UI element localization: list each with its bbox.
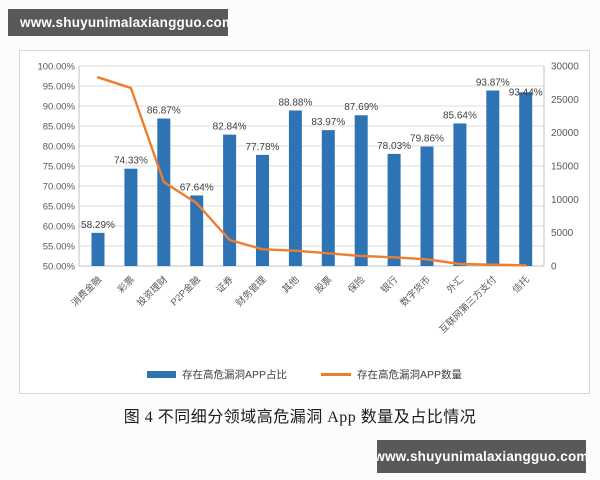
bar [91,232,105,266]
left-axis-tick-label: 70.00% [43,182,76,193]
left-axis-tick-label: 65.00% [43,202,76,213]
left-axis-tick-label: 50.00% [43,262,76,273]
bar [124,168,138,266]
bar-data-label: 77.78% [246,142,280,153]
combo-chart: 100.00% 95.00% 90.00% 85.00% 80.00% 75.00% 70.… [37,62,579,336]
right-axis-tick-label: 0 [551,262,557,273]
bar [321,130,335,266]
legend-item-bar-series: 存在高危漏洞APP占比 [146,367,287,382]
x-axis-category-label: 保险 [345,273,367,295]
legend-label-line-series: 存在高危漏洞APP数量 [357,369,463,381]
watermark-bottom: www.shuyunimalaxiangguo.com [374,440,589,473]
bar [354,115,368,267]
left-axis-tick-label: 95.00% [43,82,76,93]
bar [223,134,237,266]
y-axis-left-tick-labels: 100.00% 95.00% 90.00% 85.00% 80.00% 75.00% 70.… [37,62,75,273]
bar-data-label: 83.97% [311,117,345,128]
x-axis-category-label: 彩票 [116,274,138,296]
x-axis-category-label: 证券 [214,273,236,295]
bar [190,195,204,266]
bar-data-label: 88.88% [278,97,312,108]
right-axis-tick-label: 25000 [551,95,579,106]
bar-data-label: 87.69% [344,102,378,113]
watermark-top: www.shuyunimalaxiangguo.com [8,9,234,36]
bar-data-label: 85.64% [443,110,477,121]
right-axis-tick-label: 15000 [551,162,579,173]
bar [453,123,467,266]
x-axis-category-label: 财务管理 [233,273,269,309]
x-axis-category-label: 信托 [510,273,532,295]
x-axis-category-label: 互联网第三方支付 [437,273,500,336]
bar-data-label: 67.64% [180,182,214,193]
right-axis-tick-label: 30000 [551,62,579,73]
legend-label-bar-series: 存在高危漏洞APP占比 [181,369,287,381]
x-axis-category-label: 投资理财 [135,273,171,309]
right-axis-tick-label: 10000 [551,195,579,206]
x-axis-category-label: 数字货币 [398,274,433,309]
gridlines [79,65,544,247]
watermark-bottom-text: www.shuyunimalaxiangguo.com [374,449,589,464]
figure-caption: 图 4 不同细分领域高危漏洞 App 数量及占比情况 [123,409,477,426]
right-axis-tick-label: 20000 [551,128,579,139]
bar-series [91,90,533,267]
bar [486,90,500,266]
bar-data-label: 82.84% [213,122,247,133]
bar-data-label: 79.86% [410,134,444,145]
left-axis-tick-label: 75.00% [43,162,76,173]
x-axis-category-label: 消费金融 [69,273,105,309]
line-series-swatch-icon [321,373,351,376]
left-axis-tick-label: 85.00% [43,122,76,133]
bar-data-label: 93.87% [476,78,510,89]
bar-data-label: 74.33% [114,156,148,167]
bar [157,118,171,267]
bar-data-labels: 58.29% 74.33% 86.87% 67.64% 82.84% 77.78% 88.8… [81,78,543,231]
bar [420,146,434,266]
left-axis-tick-label: 100.00% [37,62,75,73]
bar-data-label: 78.03% [377,141,411,152]
bar [387,153,401,266]
bar [256,154,269,266]
x-axis-category-label: P2P金融 [168,273,203,308]
bar [288,110,302,266]
x-axis-category-label: 股票 [313,274,335,296]
legend-item-line-series: 存在高危漏洞APP数量 [321,367,462,382]
axis-lines [78,66,545,267]
bar-data-label: 93.44% [509,88,543,99]
left-axis-tick-label: 60.00% [43,222,76,233]
bar-data-label: 86.87% [147,106,181,117]
bar-data-label: 58.29% [81,220,115,231]
left-axis-tick-label: 90.00% [43,102,76,113]
right-axis-tick-label: 5000 [551,228,574,239]
watermark-top-text: www.shuyunimalaxiangguo.com [20,15,235,30]
x-axis-category-label: 银行 [378,273,400,295]
y-axis-right-tick-labels: 30000 25000 20000 15000 10000 5000 0 [551,62,579,273]
chart-figure: 100.00% 95.00% 90.00% 85.00% 80.00% 75.00% 70.… [19,50,590,394]
left-axis-tick-label: 80.00% [43,142,76,153]
bar-series-swatch-icon [146,371,176,378]
x-axis-category-label: 外汇 [444,273,466,295]
line-series-path [96,76,527,267]
bar [519,92,533,266]
chart-legend: 存在高危漏洞APP占比 存在高危漏洞APP数量 [20,367,589,382]
x-axis-category-label: 其他 [280,273,302,295]
line-series [96,76,527,267]
left-axis-tick-label: 55.00% [43,242,76,253]
